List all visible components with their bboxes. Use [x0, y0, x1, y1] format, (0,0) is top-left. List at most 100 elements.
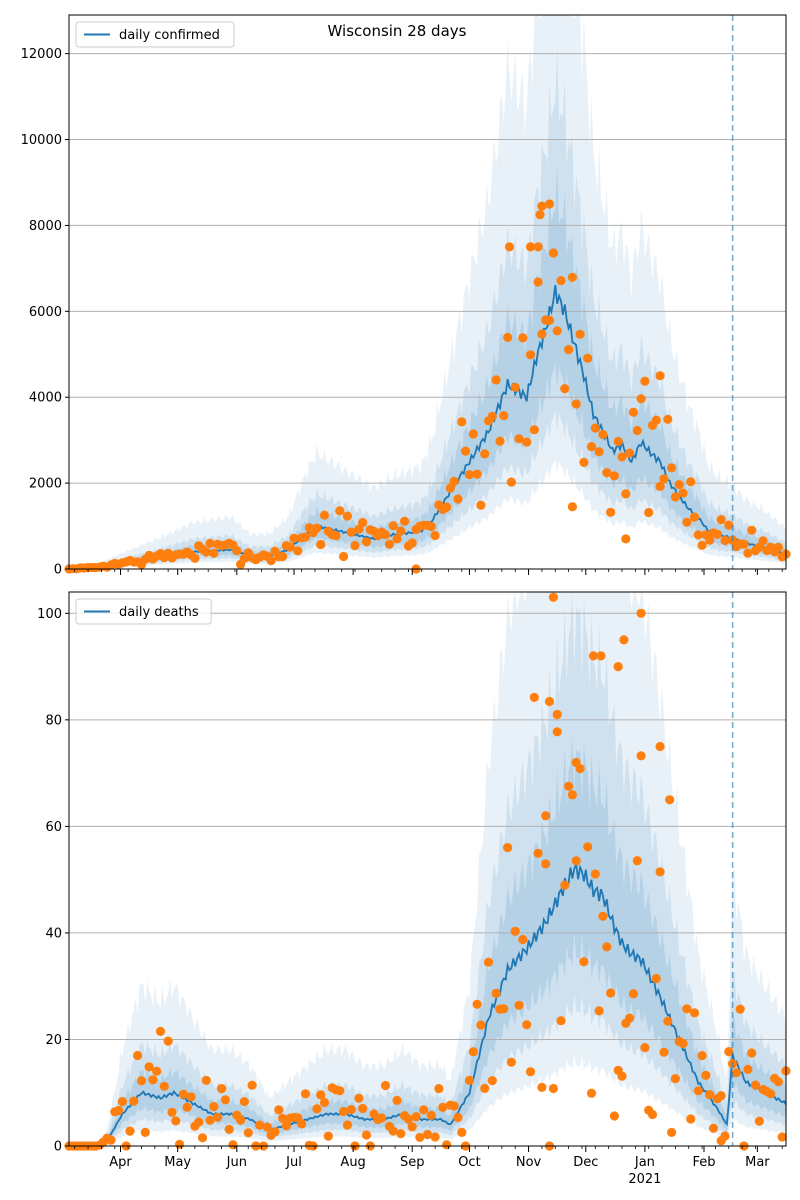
observed-point — [201, 547, 211, 557]
observed-point — [392, 534, 402, 544]
observed-point — [651, 973, 661, 984]
observed-point — [773, 542, 784, 552]
middle-band — [69, 592, 786, 1146]
observed-point — [571, 399, 581, 409]
fit-line — [69, 860, 787, 1147]
observed-point — [514, 1000, 524, 1010]
observed-point — [499, 411, 509, 421]
observed-point — [228, 1140, 238, 1150]
observed-point — [586, 1088, 597, 1098]
deaths-legend: daily deaths — [75, 598, 212, 625]
observed-point — [651, 415, 661, 425]
observed-point — [190, 553, 200, 563]
observed-point — [468, 429, 478, 439]
observed-point — [682, 517, 692, 527]
observed-point — [316, 1090, 326, 1100]
observed-point — [590, 869, 600, 879]
observed-point — [720, 535, 730, 546]
observed-point — [106, 1135, 116, 1145]
observed-point — [682, 1004, 692, 1014]
y-tick-label: 8000 — [29, 219, 62, 234]
observed-point — [220, 1095, 230, 1105]
observed-point — [701, 1070, 711, 1080]
observed-point — [552, 326, 562, 336]
observed-point — [430, 1132, 440, 1142]
observed-point — [674, 480, 684, 490]
observed-point — [194, 1117, 204, 1127]
observed-point — [529, 692, 539, 703]
observed-point — [442, 1140, 452, 1150]
observed-point — [514, 434, 524, 444]
x-tick-label: Mar — [745, 1155, 770, 1170]
observed-point — [602, 942, 612, 952]
observed-point — [552, 709, 562, 720]
observed-point — [537, 329, 547, 339]
observed-point — [312, 1104, 322, 1114]
observed-point — [625, 448, 635, 458]
observed-point — [278, 551, 288, 562]
observed-point — [689, 512, 700, 522]
observed-point — [663, 414, 673, 424]
observed-point — [278, 1113, 288, 1123]
observed-point — [659, 474, 669, 484]
observed-point — [541, 859, 551, 869]
observed-point — [480, 1083, 490, 1093]
observed-point — [426, 1110, 436, 1120]
observed-point — [628, 407, 639, 417]
observed-point — [133, 1050, 143, 1061]
observed-point — [152, 1066, 162, 1076]
observed-point — [449, 1101, 459, 1111]
observed-point — [342, 511, 352, 521]
confirmed-x-axis — [74, 569, 783, 575]
deaths-fit-line — [69, 860, 787, 1147]
observed-point — [461, 446, 471, 456]
observed-point — [739, 539, 749, 549]
x-tick-label: May — [164, 1155, 191, 1170]
observed-point — [434, 1084, 444, 1094]
observed-point — [606, 507, 616, 517]
observed-point — [396, 526, 406, 536]
deaths-observed-points — [64, 592, 791, 1151]
observed-point — [457, 1127, 467, 1137]
observed-point — [266, 556, 276, 566]
x-tick-label: Jan — [634, 1155, 655, 1170]
observed-point — [361, 1130, 372, 1140]
observed-point — [583, 353, 593, 363]
observed-point — [213, 1112, 223, 1122]
x-tick-label: Oct — [458, 1155, 480, 1170]
observed-point — [567, 790, 578, 800]
observed-point — [510, 382, 520, 392]
observed-point — [655, 481, 665, 491]
observed-point — [503, 332, 513, 342]
observed-point — [262, 1122, 272, 1132]
observed-point — [544, 696, 555, 707]
observed-point — [712, 529, 723, 540]
observed-point — [239, 1097, 249, 1107]
y-tick-label: 0 — [54, 1140, 62, 1155]
observed-point — [476, 1020, 486, 1030]
observed-point — [621, 534, 631, 544]
observed-point — [155, 1026, 166, 1036]
observed-point — [407, 538, 417, 548]
observed-point — [619, 635, 629, 645]
observed-point — [750, 1080, 761, 1090]
chart-title: Wisconsin 28 days — [328, 22, 467, 40]
legend-box — [75, 21, 235, 48]
observed-point — [625, 1013, 635, 1023]
deaths-panel: 0 20 40 60 80 100 Apr May Jun Jul Aug Sep Oct Nov Dec… — [37, 591, 791, 1187]
y-tick-label: 60 — [45, 820, 62, 835]
observed-point — [319, 1097, 330, 1108]
inner-band — [69, 164, 786, 569]
observed-point — [632, 856, 642, 866]
observed-point — [575, 329, 585, 339]
observed-point — [403, 1114, 413, 1124]
observed-point — [705, 1090, 715, 1100]
observed-point — [464, 1075, 475, 1085]
observed-point — [293, 546, 303, 556]
observed-point — [274, 1105, 284, 1115]
observed-point — [411, 1112, 421, 1122]
outer-band — [69, 15, 786, 569]
observed-point — [596, 651, 606, 661]
observed-point — [716, 515, 726, 525]
